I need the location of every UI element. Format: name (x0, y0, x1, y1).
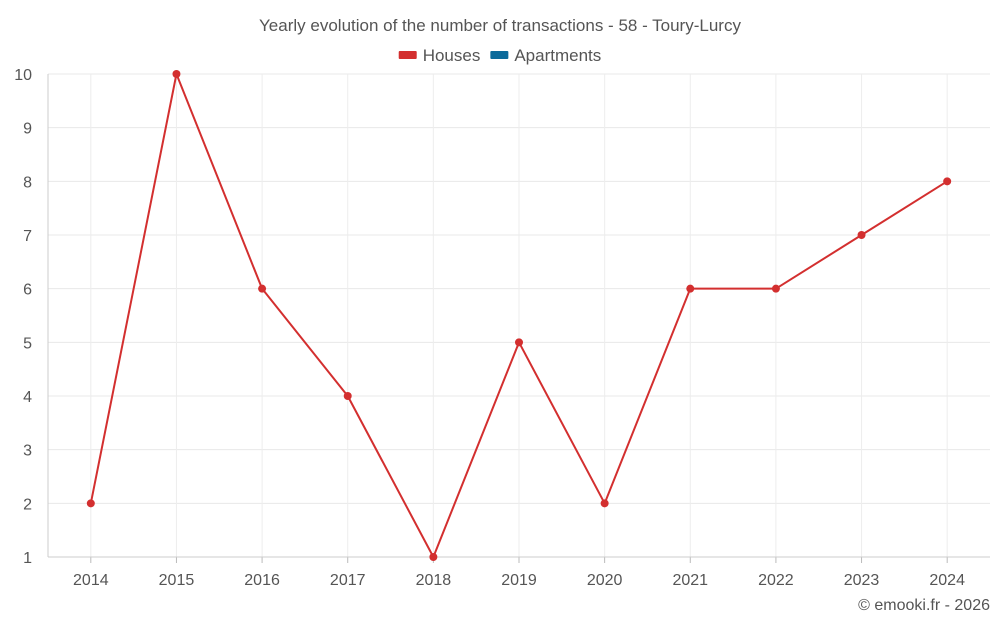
data-point[interactable] (172, 70, 181, 78)
data-point[interactable] (857, 231, 866, 239)
x-tick-label: 2020 (587, 572, 623, 589)
legend-swatch[interactable] (398, 51, 417, 59)
y-tick-label: 8 (23, 174, 32, 191)
data-point[interactable] (343, 392, 352, 400)
x-tick-label: 2022 (758, 572, 794, 589)
x-tick-label: 2015 (159, 572, 195, 589)
data-point[interactable] (771, 284, 780, 293)
chart-title: Yearly evolution of the number of transa… (259, 16, 741, 35)
x-tick-label: 2021 (672, 572, 708, 589)
data-point[interactable] (943, 177, 952, 186)
y-tick-label: 1 (23, 550, 32, 567)
x-tick-label: 2024 (929, 572, 965, 589)
legend: Houses Apartments (398, 46, 601, 65)
x-tick-label: 2023 (844, 572, 880, 589)
x-tick-label: 2017 (330, 572, 366, 589)
data-point[interactable] (686, 284, 695, 293)
y-tick-label: 7 (23, 228, 32, 245)
x-tick-label: 2014 (73, 572, 109, 589)
data-point[interactable] (600, 499, 609, 508)
data-point[interactable] (515, 338, 523, 347)
x-tick-label: 2018 (416, 572, 452, 589)
data-point[interactable] (258, 284, 267, 293)
footer-credit: © emooki.fr - 2026 (858, 597, 990, 614)
legend-label: Houses (423, 46, 481, 65)
legend-swatch[interactable] (490, 51, 509, 59)
y-tick-label: 9 (23, 121, 32, 138)
series-layer (86, 70, 952, 561)
y-tick-label: 10 (14, 67, 32, 84)
y-tick-label: 3 (23, 443, 32, 460)
data-point[interactable] (86, 499, 95, 508)
y-tick-label: 6 (23, 282, 32, 299)
axes: 1 2 3 4 5 6 7 8 9 10 2014 2015 2016 2017 2018 2019 2020 2… (14, 67, 990, 589)
y-tick-label: 2 (23, 496, 32, 513)
data-point[interactable] (429, 553, 438, 561)
y-tick-label: 5 (23, 335, 32, 352)
x-tick-label: 2016 (244, 572, 280, 589)
x-tick-label: 2019 (501, 572, 537, 589)
y-tick-label: 4 (23, 389, 32, 406)
grid (48, 73, 990, 558)
legend-label: Apartments (514, 46, 601, 65)
